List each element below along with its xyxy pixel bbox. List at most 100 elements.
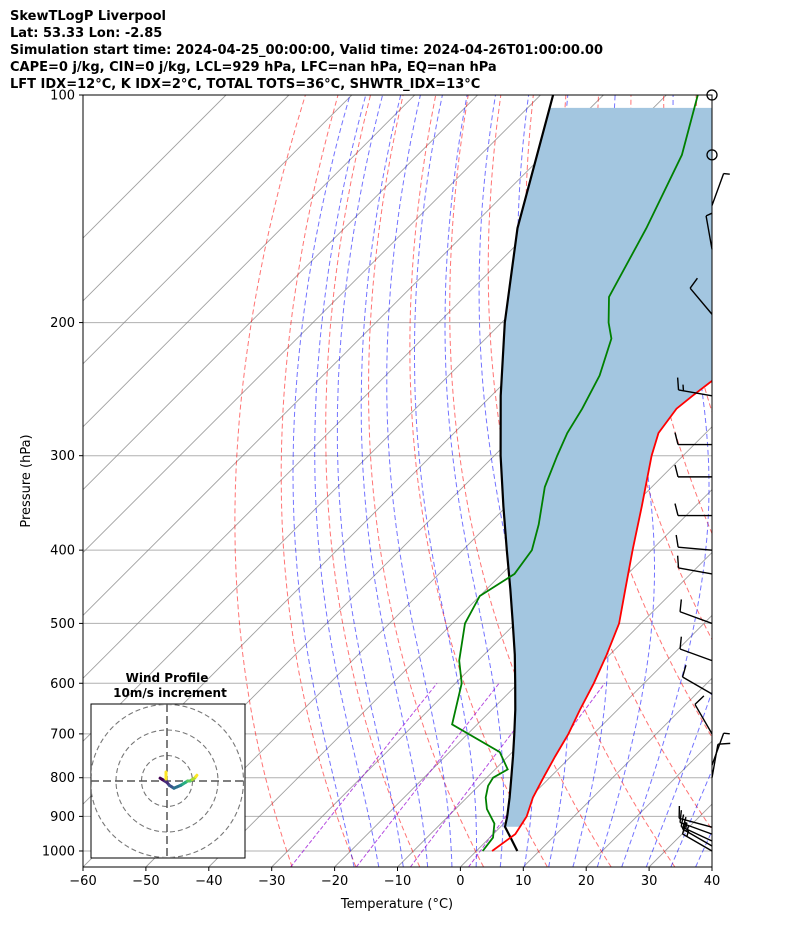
isotherm-line: [271, 426, 712, 867]
y-tick-label: 900: [50, 810, 75, 825]
y-axis-label: Pressure (hPa): [19, 434, 34, 527]
wind-barb: [676, 377, 713, 397]
chart-header: SkewTLogP Liverpool Lat: 53.33 Lon: -2.8…: [10, 8, 790, 93]
y-tick-label: 300: [50, 449, 75, 464]
x-tick-label: −10: [384, 874, 411, 889]
wind-barb-staff: [678, 567, 713, 575]
hodograph-segment: [194, 773, 199, 779]
wind-barb: [676, 555, 713, 575]
moist-adiabat-line: [314, 95, 380, 867]
y-tick-label: 200: [50, 316, 75, 331]
wind-barb: [711, 742, 731, 778]
hodograph-subtitle: 10m/s increment: [113, 686, 227, 700]
wind-barb-flag: [680, 814, 685, 827]
x-axis-label: Temperature (°C): [340, 897, 453, 912]
wind-barb-flag: [689, 277, 698, 289]
wind-barb: [678, 805, 713, 828]
moist-adiabat-line: [386, 95, 453, 867]
dry-adiabat-line: [761, 95, 794, 867]
hodograph-ring: [91, 704, 245, 858]
wind-barb-flag: [676, 377, 680, 390]
y-tick-label: 500: [50, 617, 75, 632]
wind-barb: [680, 814, 713, 842]
x-tick-label: −60: [69, 874, 96, 889]
wind-barb-staff: [705, 215, 713, 250]
wind-barb-flag: [679, 599, 683, 612]
wind-barb-flag: [679, 636, 683, 650]
wind-barb: [674, 503, 712, 517]
wind-barb-flag: [674, 464, 679, 478]
wind-barb-half-flag: [686, 830, 690, 837]
wind-barb-staff: [694, 704, 713, 735]
wind-barb: [711, 732, 730, 766]
dry-adiabat-line: [729, 95, 794, 867]
x-tick-label: 0: [456, 874, 464, 889]
indices-line-1: CAPE=0 j/kg, CIN=0 j/kg, LCL=929 hPa, LF…: [10, 60, 497, 75]
isotherm-line: [83, 95, 290, 302]
isotherm-line: [83, 95, 478, 491]
wind-barb: [681, 664, 713, 695]
wind-barb: [675, 534, 713, 551]
isotherm-line: [83, 95, 353, 365]
wind-barb-half-flag: [686, 825, 690, 832]
cin-shading: [500, 107, 712, 827]
x-tick-label: −30: [258, 874, 285, 889]
wind-barb: [705, 212, 713, 250]
wind-barb-flag: [676, 555, 680, 569]
temperature-line: [491, 379, 712, 852]
wind-barb: [711, 172, 730, 206]
wind-barb-staff: [679, 648, 713, 662]
dewpoint-line: [451, 95, 699, 852]
isotherm-line: [83, 95, 541, 554]
moist-adiabat-line: [360, 95, 429, 867]
isotherm-line: [775, 95, 794, 867]
wind-barb-staff: [678, 546, 713, 551]
x-tick-label: 10: [515, 874, 532, 889]
isotherm-line: [83, 95, 604, 617]
wind-barb-staff: [678, 389, 713, 397]
moist-adiabat-line: [292, 95, 355, 867]
moist-adiabat-line: [444, 95, 505, 867]
x-tick-label: 40: [704, 874, 721, 889]
dry-adiabat-line: [368, 95, 485, 867]
hodograph-plot: [91, 704, 245, 858]
x-tick-label: −40: [195, 874, 222, 889]
dry-adiabat-line: [280, 95, 357, 867]
y-tick-label: 100: [50, 89, 75, 104]
wind-barb-staff: [682, 676, 713, 695]
dry-adiabat-line: [663, 95, 712, 414]
hodograph-title: Wind Profile: [126, 671, 209, 685]
wind-barb: [674, 464, 712, 478]
isotherm-line: [522, 677, 712, 867]
y-tick-label: 700: [50, 727, 75, 742]
location-line: Lat: 53.33 Lon: -2.85: [10, 26, 163, 41]
wind-barb-staff: [680, 825, 713, 842]
wind-barb-staff: [682, 833, 713, 852]
mixing-ratio-line: [290, 682, 438, 867]
wind-barb-staff: [678, 817, 713, 828]
wind-barb: [679, 810, 713, 835]
wind-barb-flag: [681, 664, 687, 678]
x-tick-label: −20: [321, 874, 348, 889]
parcel-line: [499, 95, 555, 852]
wind-barb: [694, 695, 713, 735]
dry-adiabat-line: [449, 95, 612, 867]
wind-barb-half-flag: [723, 732, 730, 735]
isotherm-line: [711, 866, 712, 867]
wind-barb-calm: [706, 149, 718, 161]
chart-title: SkewTLogP Liverpool: [10, 9, 166, 24]
wind-barb-staff: [689, 287, 713, 315]
dry-adiabat-line: [234, 95, 306, 867]
wind-barb: [674, 432, 712, 446]
moist-adiabat-line: [336, 95, 404, 867]
mixing-ratio-line: [355, 682, 500, 867]
time-line: Simulation start time: 2024-04-25_00:00:…: [10, 43, 603, 58]
moist-adiabat-line: [621, 95, 710, 867]
dry-adiabat-line: [325, 95, 421, 867]
moist-adiabat-line: [645, 690, 712, 867]
wind-barb-half-flag: [705, 212, 713, 217]
isotherm-line: [83, 95, 227, 239]
wind-barb-staff: [679, 611, 713, 625]
y-tick-label: 800: [50, 771, 75, 786]
wind-barb: [689, 277, 713, 315]
